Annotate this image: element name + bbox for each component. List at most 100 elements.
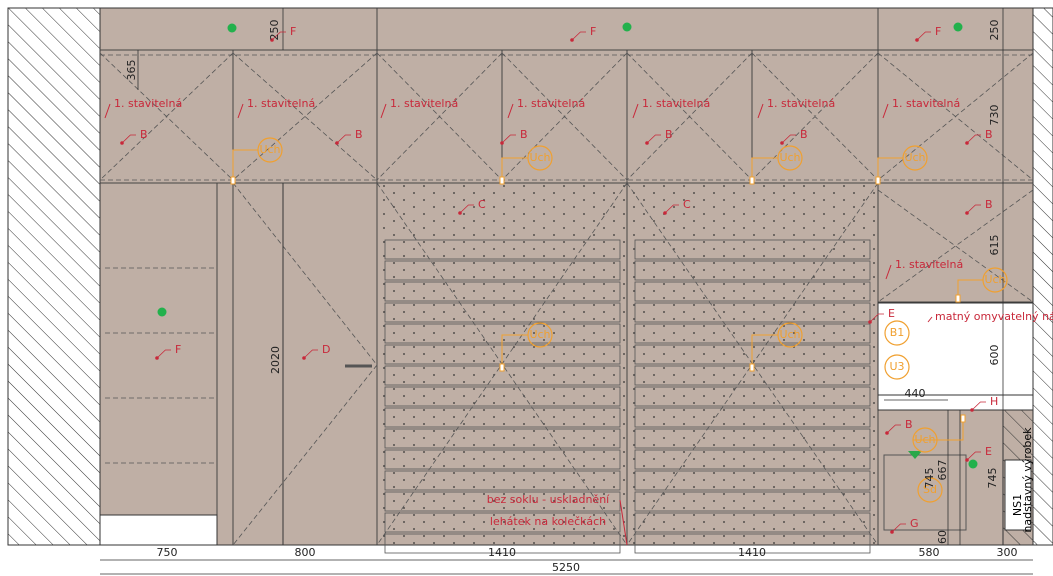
dimension-label: 600 <box>988 345 1001 366</box>
symbol-label: Uch <box>779 151 800 164</box>
symbol-circle <box>777 322 803 348</box>
dimension-label: 250 <box>988 20 1001 41</box>
symbol-circle <box>884 354 910 380</box>
slat <box>384 407 621 428</box>
symbol-circle <box>982 267 1008 293</box>
shelf-label: 1. stavitelná <box>642 97 710 110</box>
symbol-label: B1 <box>890 326 905 339</box>
symbol-circle <box>777 145 803 171</box>
symbol-label: Uch <box>779 328 800 341</box>
symbol-label: U3 <box>889 360 904 373</box>
leader <box>380 103 387 119</box>
leader <box>237 103 244 119</box>
slat <box>634 281 871 302</box>
leader <box>232 149 258 180</box>
ns-label: NS1 <box>1011 494 1024 516</box>
letter-label: D <box>322 343 330 356</box>
slat <box>634 239 871 260</box>
leader <box>501 334 528 367</box>
leader <box>927 316 933 323</box>
leader <box>966 134 981 144</box>
handle <box>230 176 236 185</box>
letter-label: B <box>905 418 913 431</box>
shelf-label: 1. stavitelná <box>390 97 458 110</box>
letter-label: F <box>590 25 596 38</box>
slat <box>384 281 621 302</box>
dimension-label: 745 <box>986 468 999 489</box>
symbol-label: Uch <box>914 433 935 446</box>
leader <box>156 349 171 359</box>
shelf-label: 1. stavitelná <box>114 97 182 110</box>
dimension-label: 60 <box>936 530 949 544</box>
walls <box>7 7 1053 546</box>
letter-label: B <box>985 128 993 141</box>
slat <box>384 449 621 470</box>
letter-label: H <box>990 395 998 408</box>
dimension-label: 730 <box>988 105 1001 126</box>
symbol-label: Uch <box>904 151 925 164</box>
slat <box>634 386 871 407</box>
leader <box>869 313 884 323</box>
leader <box>619 499 628 546</box>
shelf-label: 1. stavitelná <box>892 97 960 110</box>
leader <box>891 523 906 533</box>
letter-label: B <box>140 128 148 141</box>
letter-label: E <box>985 445 992 458</box>
handle <box>499 363 505 372</box>
letter-label: B <box>985 198 993 211</box>
leader <box>646 134 661 144</box>
handle <box>749 176 755 185</box>
dimension-label: 2020 <box>269 346 282 374</box>
symbol-label: Uch <box>529 151 550 164</box>
handle <box>749 363 755 372</box>
leader <box>966 204 981 214</box>
symbol-circle <box>884 320 910 346</box>
slat <box>384 428 621 449</box>
leader <box>957 279 983 298</box>
letter-label: B <box>800 128 808 141</box>
leader <box>751 334 778 367</box>
letter-label: F <box>290 25 296 38</box>
leader <box>664 204 679 214</box>
leader <box>882 103 889 119</box>
leader <box>751 157 778 180</box>
dimension-label: 667 <box>936 460 949 481</box>
shelf-label: 1. stavitelná <box>247 97 315 110</box>
handle <box>499 176 505 185</box>
leader <box>501 157 528 180</box>
slat <box>384 386 621 407</box>
leader <box>632 103 639 119</box>
slat <box>384 260 621 281</box>
ns-sub: nadstavný výrobek <box>1021 427 1034 533</box>
slat <box>384 512 621 533</box>
dimension-label: 580 <box>919 546 940 559</box>
storage-note: bez soklu - uskladnění <box>487 493 610 506</box>
symbol-circle <box>257 137 283 163</box>
letter-label: F <box>175 343 181 356</box>
slat <box>634 470 871 491</box>
letter-label: C <box>478 198 486 211</box>
leader <box>271 31 286 41</box>
symbol-circle <box>917 477 943 503</box>
dimension-lines <box>100 8 1033 575</box>
symbol-circle <box>527 145 553 171</box>
note-text: matný omyvatelný nátěr <box>935 310 1053 323</box>
leader <box>781 134 796 144</box>
handle <box>955 294 961 303</box>
slat <box>384 302 621 323</box>
letter-label: G <box>910 517 919 530</box>
slat <box>384 533 621 554</box>
dimension-label: 365 <box>125 60 138 81</box>
dimension-label: 750 <box>157 546 178 559</box>
symbol-label: Sd <box>923 483 937 496</box>
leader <box>913 418 964 441</box>
storage-note: lehátek na kolečkách <box>490 515 606 528</box>
shelf-label: 1. stavitelná <box>895 258 963 271</box>
slat <box>384 470 621 491</box>
slat <box>634 407 871 428</box>
leader <box>303 349 318 359</box>
leader <box>459 204 474 214</box>
dimension-label: 300 <box>997 546 1018 559</box>
dimension-label: 615 <box>988 235 1001 256</box>
